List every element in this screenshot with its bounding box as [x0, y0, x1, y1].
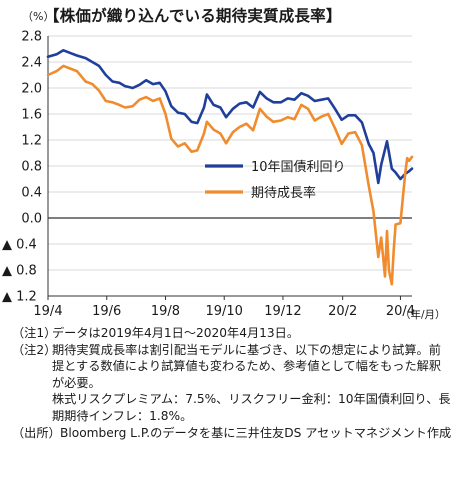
series-line-1	[46, 49, 414, 185]
y-tick-label: 2.8	[21, 30, 42, 45]
source-text: Bloomberg L.P.のデータを基に三井住友DS アセットマネジメント作成	[60, 425, 452, 440]
note-2-text: 期待実質成長率は割引配当モデルに基づき、以下の想定により試算。前提とする数値によ…	[52, 342, 442, 390]
x-tick-label: 19/8	[151, 304, 180, 319]
y-tick-label: ▲ 1.2	[2, 290, 37, 305]
note-1: （注1） データは2019年4月1日～2020年4月13日。	[12, 325, 452, 342]
y-tick-label: 0.4	[21, 186, 42, 201]
y-tick-label: ▲ 0.4	[2, 238, 37, 253]
note-3: 株式リスクプレミアム：7.5%、リスクフリー金利：10年国債利回り、長期期待イン…	[12, 391, 452, 424]
note-3-label	[12, 391, 52, 424]
series-line-2	[46, 64, 414, 286]
y-tick-label: 0.8	[21, 160, 42, 175]
y-tick-label: 1.6	[21, 108, 42, 123]
x-tick-label: 20/4	[386, 304, 415, 319]
legend-label-2: 期待成長率	[251, 185, 316, 201]
note-1-label: （注1）	[12, 326, 57, 340]
y-tick-label: 2.4	[21, 56, 42, 71]
y-tick-label: 1.2	[21, 134, 42, 149]
source-note: （出所） Bloomberg L.P.のデータを基に三井住友DS アセットマネジ…	[12, 425, 452, 442]
x-axis-unit: （年/月）	[400, 308, 446, 321]
x-tick-label: 19/12	[264, 304, 301, 319]
line-chart: （%） （年/月） 2.8 2.4 2.0 1.6 1.2 0.8 0.4 0.0 ▲ 0.4 ▲ 0…	[2, 10, 446, 321]
note-3-text: 株式リスクプレミアム：7.5%、リスクフリー金利：10年国債利回り、長期期待イン…	[52, 392, 451, 423]
y-tick-label: 2.0	[21, 82, 42, 97]
legend-label-1: 10年国債利回り	[251, 160, 346, 175]
y-tick-label: 0.0	[21, 212, 42, 227]
source-label: （出所）	[12, 425, 61, 440]
x-tick-label: 19/10	[205, 304, 242, 319]
note-2-label: （注2）	[12, 342, 57, 357]
note-1-text: データは2019年4月1日～2020年4月13日。	[52, 326, 300, 340]
x-tick-label: 19/6	[92, 304, 121, 319]
y-tick-label: ▲ 0.8	[2, 264, 37, 279]
y-axis-unit: （%）	[22, 10, 54, 23]
notes-block: （注1） データは2019年4月1日～2020年4月13日。 （注2） 期待実質…	[12, 325, 452, 441]
chart-title: 【株価が織り込んでいる期待実質成長率】	[44, 7, 342, 25]
note-2: （注2） 期待実質成長率は割引配当モデルに基づき、以下の想定により試算。前提とす…	[12, 342, 452, 392]
x-tick-label: 19/4	[33, 304, 62, 319]
x-tick-label: 20/2	[328, 304, 357, 319]
